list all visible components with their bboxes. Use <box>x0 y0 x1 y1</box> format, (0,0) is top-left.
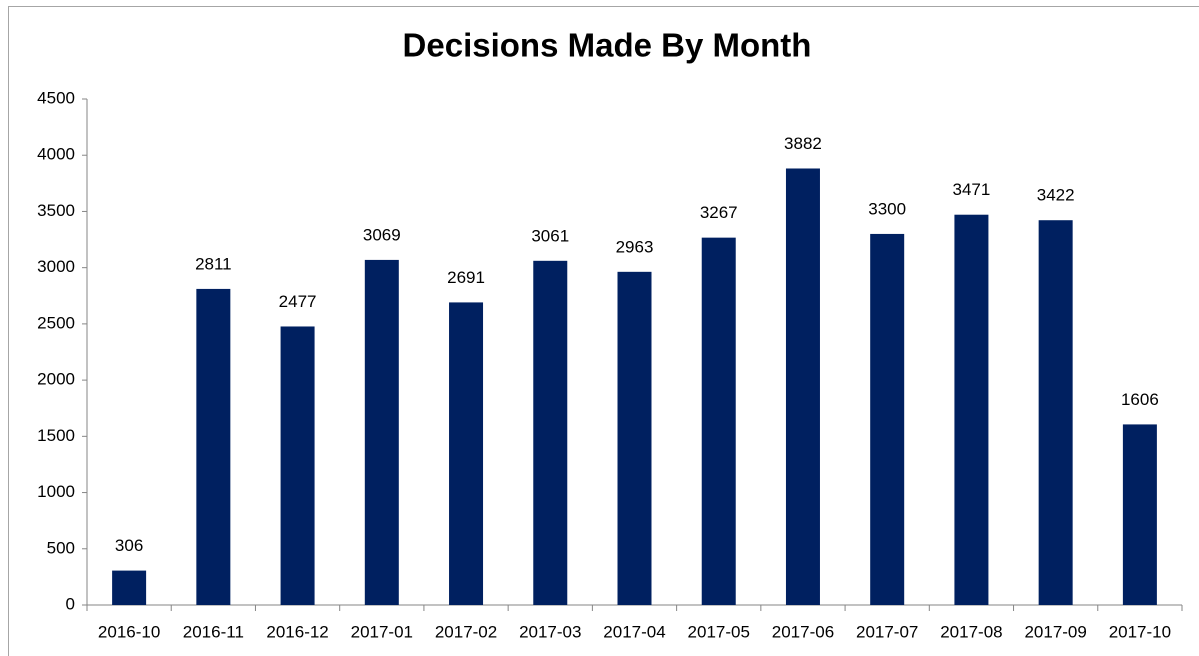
x-tick-label: 2017-07 <box>856 622 918 641</box>
bar <box>533 260 568 605</box>
y-tick-label: 3500 <box>37 201 75 220</box>
data-label: 3471 <box>953 180 991 199</box>
y-tick-label: 1000 <box>37 482 75 501</box>
bar <box>280 326 315 605</box>
y-tick-label: 4000 <box>37 145 75 164</box>
bar <box>112 570 147 605</box>
y-tick-label: 2000 <box>37 370 75 389</box>
x-tick-label: 2017-04 <box>603 622 665 641</box>
data-label: 2811 <box>195 254 232 273</box>
data-label: 3882 <box>784 134 822 153</box>
data-label: 3061 <box>531 226 569 245</box>
bar <box>785 168 820 605</box>
bar <box>617 271 652 605</box>
bar <box>196 288 231 605</box>
x-tick-label: 2016-12 <box>266 622 328 641</box>
y-tick-label: 3000 <box>37 257 75 276</box>
y-tick-label: 0 <box>66 594 75 613</box>
bar <box>701 237 736 606</box>
x-tick-label: 2017-05 <box>688 622 750 641</box>
data-label: 3422 <box>1037 186 1075 205</box>
data-label: 3300 <box>868 199 906 218</box>
data-label: 2963 <box>616 237 654 256</box>
x-tick-label: 2017-02 <box>435 622 497 641</box>
y-tick-label: 4500 <box>37 88 75 107</box>
data-label: 306 <box>115 536 143 555</box>
y-tick-label: 2500 <box>37 313 75 332</box>
chart-frame <box>8 6 1199 656</box>
bar <box>364 259 399 605</box>
x-tick-label: 2017-09 <box>1024 622 1086 641</box>
x-tick-label: 2017-01 <box>351 622 413 641</box>
y-tick-label: 1500 <box>37 426 75 445</box>
bar <box>870 233 905 605</box>
data-label: 2477 <box>279 292 317 311</box>
y-tick-label: 500 <box>47 538 75 557</box>
data-label: 3069 <box>363 225 401 244</box>
data-label: 1606 <box>1121 390 1159 409</box>
x-tick-label: 2017-06 <box>772 622 834 641</box>
data-label: 2691 <box>447 268 485 287</box>
x-tick-label: 2017-08 <box>940 622 1002 641</box>
x-tick-label: 2017-10 <box>1109 622 1171 641</box>
x-tick-label: 2017-03 <box>519 622 581 641</box>
bar <box>954 214 989 606</box>
bar <box>1122 424 1157 605</box>
chart-title: Decisions Made By Month <box>403 27 812 64</box>
x-tick-label: 2016-11 <box>183 622 244 641</box>
bar <box>1038 220 1073 605</box>
data-label: 3267 <box>700 203 738 222</box>
bar <box>449 302 484 605</box>
x-tick-label: 2016-10 <box>98 622 160 641</box>
